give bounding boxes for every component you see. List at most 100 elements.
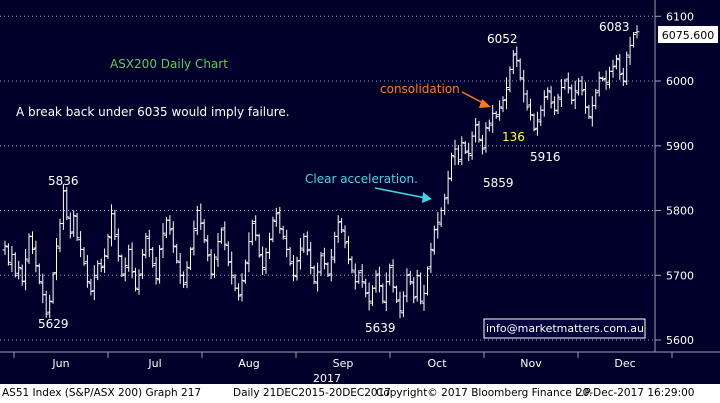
price-bar [146, 229, 152, 258]
price-bar [459, 136, 465, 166]
price-axis: 5600 5700 5800 5900 6000 6100 [655, 10, 694, 347]
price-bar [493, 111, 499, 119]
price-tick-6000: 6000 [666, 75, 694, 88]
price-bar [596, 71, 602, 97]
price-tick-5600: 5600 [666, 334, 694, 347]
price-bar [143, 232, 149, 259]
last-price-label: 6075.600 [662, 29, 715, 42]
price-bar [139, 249, 145, 279]
price-bar [500, 96, 506, 113]
watermark-box [483, 318, 646, 339]
price-bar [387, 263, 393, 286]
price-bar [586, 104, 592, 120]
consolidation-label: consolidation [380, 82, 460, 96]
price-bar [150, 247, 156, 268]
price-bar [60, 184, 66, 230]
level-label-5916: 5916 [530, 150, 561, 164]
price-bar [572, 80, 578, 110]
price-bar [552, 96, 558, 116]
price-bar [617, 53, 623, 80]
price-bar [339, 218, 345, 234]
chart-title: ASX200 Daily Chart [110, 57, 228, 71]
price-bar [184, 261, 190, 289]
price-bar [119, 254, 125, 277]
price-bar [610, 59, 616, 78]
price-bar [490, 104, 496, 133]
price-bar [473, 118, 479, 143]
price-bar [297, 238, 303, 270]
footer-range: Daily 21DEC2015-20DEC2017 [233, 387, 391, 399]
price-bar [242, 259, 248, 284]
price-bar [284, 229, 290, 258]
price-bar [421, 284, 427, 311]
price-bar [315, 262, 321, 292]
failure-note: A break back under 6035 would imply fail… [16, 105, 290, 119]
price-bar [256, 233, 262, 258]
price-bar [201, 219, 207, 243]
price-bar [449, 152, 454, 182]
last-price-tag: 6075.600 [658, 26, 718, 43]
month-label-dec: Dec [614, 357, 635, 370]
price-bar [54, 238, 59, 281]
price-bar [356, 270, 362, 284]
price-bar [84, 255, 90, 288]
price-bar [631, 32, 637, 48]
price-bar [239, 273, 245, 302]
price-bar [225, 241, 231, 267]
price-bar [583, 82, 588, 114]
price-bar [366, 282, 372, 311]
price-bar [109, 204, 114, 247]
price-bar [613, 54, 619, 70]
price-bar [541, 90, 547, 117]
price-bar [191, 220, 197, 256]
price-bar [624, 51, 630, 85]
month-label-jul: Jul [147, 357, 161, 370]
level-label-6052: 6052 [487, 32, 518, 46]
price-bar [170, 221, 176, 253]
price-bar [579, 76, 585, 96]
price-bar [218, 227, 224, 244]
price-bar [16, 260, 22, 280]
price-bar [346, 236, 351, 265]
price-bars [2, 25, 640, 319]
month-label-aug: Aug [238, 357, 259, 370]
price-bar [442, 193, 448, 216]
price-bar [514, 46, 520, 68]
price-bar [133, 267, 138, 292]
acceleration-label: Clear acceleration. [305, 172, 418, 186]
price-bar [352, 263, 358, 290]
price-bar [534, 111, 540, 136]
price-bar [64, 187, 70, 221]
price-bar [40, 273, 46, 304]
price-bar [510, 50, 516, 74]
price-bar [528, 98, 533, 121]
price-bar [555, 93, 561, 114]
price-bar [603, 70, 609, 90]
level-label-5836: 5836 [48, 174, 79, 188]
price-bar [445, 170, 451, 205]
level-label-6083: 6083 [599, 20, 630, 34]
price-bar [33, 240, 39, 273]
price-bar [504, 77, 509, 110]
price-bar [47, 294, 53, 318]
price-bar [71, 210, 77, 237]
price-bar [67, 212, 73, 239]
price-bar [88, 278, 94, 296]
price-bar [30, 231, 35, 254]
price-bar [129, 242, 135, 279]
price-bar [249, 219, 255, 246]
price-tick-5800: 5800 [666, 205, 694, 218]
price-bar [102, 248, 108, 273]
price-bar [318, 252, 324, 276]
price-bar [311, 265, 317, 285]
price-bar [565, 72, 571, 94]
price-bar [222, 221, 228, 251]
price-bar [205, 235, 211, 262]
price-bar [538, 105, 544, 127]
acceleration-arrow [374, 187, 432, 203]
price-bar [435, 212, 441, 239]
price-bar [236, 283, 242, 301]
price-bar [558, 79, 564, 107]
